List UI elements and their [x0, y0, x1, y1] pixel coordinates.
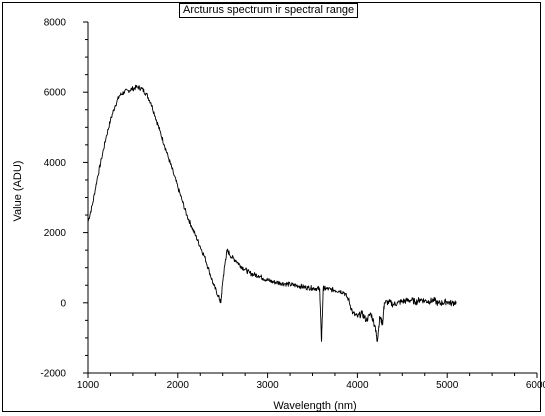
series-layer — [87, 84, 457, 342]
y-tick-label: -2000 — [40, 369, 66, 380]
x-tick-label: 2000 — [167, 380, 190, 391]
axes — [87, 22, 537, 374]
y-tick-label: 0 — [60, 298, 66, 309]
x-axis-label: Wavelength (nm) — [273, 400, 357, 412]
chart-title: Arcturus spectrum ir spectral range — [179, 3, 359, 18]
x-tick-label: 6000 — [526, 380, 545, 391]
x-tick-label: 4000 — [346, 380, 369, 391]
y-tick-label: 8000 — [44, 18, 67, 29]
y-axis-label: Value (ADU) — [12, 160, 24, 222]
axis-ticks: 8000 6000 4000 2000 0 -2000 1000 2000 3000 4000 50… — [40, 18, 545, 392]
y-tick-label: 4000 — [44, 158, 67, 169]
y-tick-label: 6000 — [44, 88, 67, 99]
y-tick-label: 2000 — [44, 228, 67, 239]
x-tick-label: 3000 — [256, 380, 279, 391]
series-line — [87, 84, 457, 342]
x-tick-label: 1000 — [77, 380, 100, 391]
x-tick-label: 5000 — [436, 380, 459, 391]
